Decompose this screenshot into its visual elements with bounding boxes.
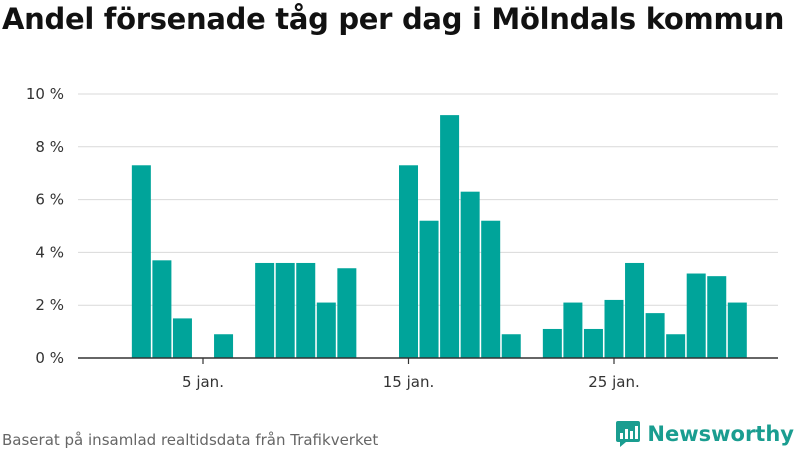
brand-name: Newsworthy [647,422,794,446]
bar [727,302,747,358]
x-tick-label: 15 jan. [383,373,435,391]
bar [275,262,295,358]
bar [625,262,645,358]
bar [707,276,727,358]
bar [419,220,439,358]
bar [316,302,336,358]
bar [583,328,603,358]
y-tick-label: 6 % [35,191,64,209]
bar [542,328,562,358]
bar [172,318,192,358]
y-tick-label: 4 % [35,243,64,261]
bar [481,220,501,358]
y-tick-label: 0 % [35,349,64,367]
bar [255,262,275,358]
axes: 0 % 2 % 4 % 6 % 8 % 10 % 5 jan. 15 jan. 25 jan. [26,85,778,391]
bar [152,260,172,358]
x-tick-label: 25 jan. [588,373,640,391]
bar [604,299,624,358]
bar [399,165,418,358]
brand: Newsworthy [615,420,794,448]
bar [460,191,480,358]
bar [645,313,665,358]
bar [686,273,706,358]
bar [337,268,357,358]
source-note: Baserat på insamlad realtidsdata från Tr… [2,431,379,449]
y-tick-label: 2 % [35,296,64,314]
y-tick-label: 8 % [35,138,64,156]
newsworthy-logo-icon [616,421,641,447]
bar [501,334,521,358]
bar [131,165,151,358]
bar [296,262,316,358]
chart-title: Andel försenade tåg per dag i Mölndals k… [2,2,785,36]
bars [131,115,747,359]
x-tick-label: 5 jan. [182,373,224,391]
bar [440,115,460,359]
bar [214,334,234,358]
bar [563,302,583,358]
bar [666,334,686,358]
y-tick-label: 10 % [26,85,64,103]
